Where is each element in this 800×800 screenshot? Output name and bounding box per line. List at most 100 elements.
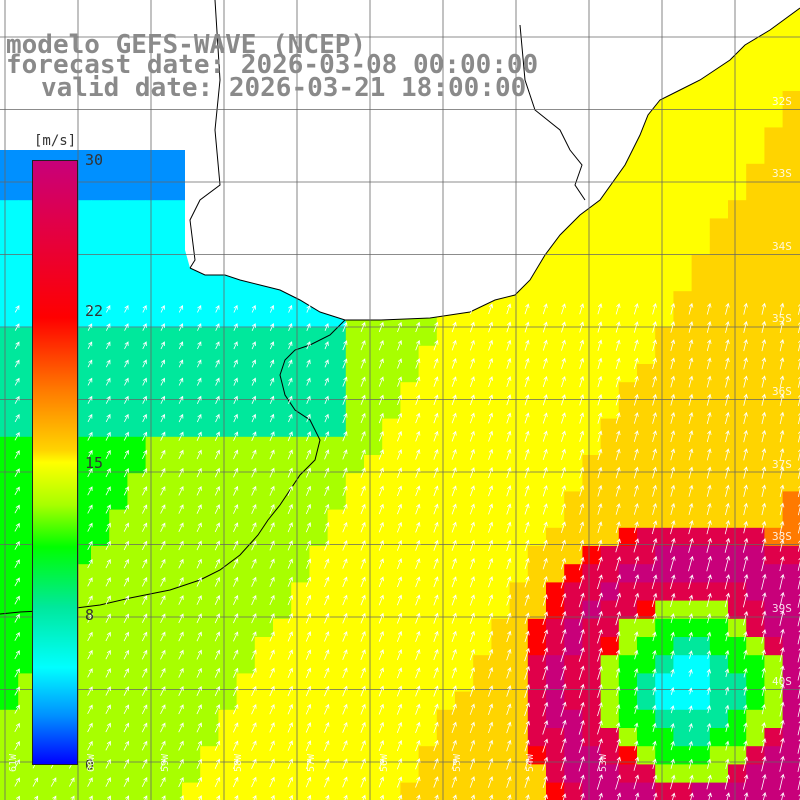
field-cell xyxy=(418,564,438,583)
field-cell xyxy=(145,709,165,729)
field-cell xyxy=(728,618,747,638)
wind-arrow xyxy=(305,503,312,515)
field-cell xyxy=(691,254,711,274)
wind-arrow xyxy=(360,503,366,515)
wind-arrow xyxy=(197,341,202,350)
field-cell xyxy=(782,109,800,128)
field-cell xyxy=(182,527,201,547)
field-cell xyxy=(746,728,765,747)
wind-arrow xyxy=(451,467,457,479)
wind-arrow xyxy=(196,613,202,624)
field-cell xyxy=(709,509,729,529)
field-cell xyxy=(655,364,674,383)
field-cell xyxy=(291,527,310,547)
field-cell xyxy=(728,709,747,729)
wind-arrow xyxy=(615,321,621,333)
field-cell xyxy=(236,582,256,602)
field-cell xyxy=(709,764,729,784)
wind-arrow xyxy=(433,594,439,606)
wind-arrow xyxy=(141,704,148,715)
field-cell xyxy=(291,546,310,565)
field-cell xyxy=(236,637,256,656)
field-cell xyxy=(728,655,747,674)
field-cell xyxy=(200,436,219,456)
wind-arrow xyxy=(105,668,111,678)
field-cell xyxy=(728,455,747,474)
field-cell xyxy=(163,163,183,183)
field-cell xyxy=(91,200,110,219)
field-cell xyxy=(618,491,638,511)
field-cell xyxy=(145,364,165,383)
wind-arrow xyxy=(779,610,785,626)
wind-arrow xyxy=(779,647,785,663)
field-cell xyxy=(236,600,256,620)
field-cell xyxy=(273,327,292,347)
field-cell xyxy=(218,382,238,401)
field-cell xyxy=(728,163,747,183)
wind-arrow xyxy=(342,431,348,442)
wind-arrow xyxy=(560,539,566,552)
wind-arrow xyxy=(342,594,348,606)
wind-arrow xyxy=(743,448,748,461)
wind-arrow xyxy=(725,302,730,315)
field-cell xyxy=(218,309,238,329)
field-cell xyxy=(618,163,638,183)
field-cell xyxy=(491,436,511,456)
field-cell xyxy=(455,691,474,711)
field-cell xyxy=(109,728,128,747)
wind-arrow xyxy=(451,521,457,533)
wind-arrow xyxy=(469,557,475,570)
field-cell xyxy=(728,273,747,292)
field-cell xyxy=(728,527,747,547)
wind-arrow xyxy=(360,321,366,333)
wind-arrow xyxy=(706,502,712,516)
field-cell xyxy=(436,709,456,729)
wind-arrow xyxy=(123,449,129,460)
field-cell xyxy=(91,254,110,274)
field-cell xyxy=(0,273,19,292)
field-cell xyxy=(473,673,492,693)
field-cell xyxy=(455,418,474,438)
field-cell xyxy=(728,182,747,201)
wind-arrow xyxy=(124,323,129,331)
field-cell xyxy=(436,564,456,583)
field-cell xyxy=(782,145,800,165)
field-cell xyxy=(273,673,292,693)
field-cell xyxy=(182,455,201,474)
field-cell xyxy=(546,746,565,765)
field-cell xyxy=(691,655,711,674)
field-cell xyxy=(273,509,292,529)
wind-arrow xyxy=(670,357,676,370)
field-cell xyxy=(163,345,183,365)
field-cell xyxy=(782,618,800,638)
field-cell xyxy=(782,764,800,784)
wind-arrow xyxy=(287,594,293,606)
field-cell xyxy=(764,655,784,674)
wind-arrow xyxy=(706,339,712,352)
field-cell xyxy=(673,782,693,800)
wind-arrow xyxy=(615,466,621,479)
wind-arrow xyxy=(542,357,548,369)
field-cell xyxy=(764,400,784,420)
field-cell xyxy=(400,728,420,747)
wind-arrow xyxy=(542,575,548,588)
field-cell xyxy=(254,673,274,693)
wind-arrow xyxy=(324,503,330,515)
wind-arrow xyxy=(269,449,275,460)
wind-arrow xyxy=(324,377,329,386)
wind-arrow xyxy=(342,412,348,424)
wind-arrow xyxy=(433,685,439,697)
wind-arrow xyxy=(415,739,421,752)
field-cell xyxy=(673,728,693,747)
field-cell xyxy=(728,418,747,438)
field-cell xyxy=(127,618,147,638)
field-cell xyxy=(163,400,183,420)
field-cell xyxy=(218,327,238,347)
wind-arrow xyxy=(160,667,166,678)
field-cell xyxy=(91,582,110,602)
wind-arrow xyxy=(324,576,330,588)
wind-arrow xyxy=(561,357,566,369)
wind-arrow xyxy=(524,448,530,460)
wind-arrow xyxy=(433,394,439,406)
wind-arrow xyxy=(269,685,275,697)
